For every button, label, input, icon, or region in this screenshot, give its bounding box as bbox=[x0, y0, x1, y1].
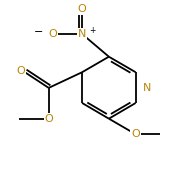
Text: −: − bbox=[34, 27, 44, 36]
Text: O: O bbox=[17, 66, 25, 76]
Text: O: O bbox=[44, 114, 53, 124]
Text: O: O bbox=[78, 5, 87, 14]
Text: N: N bbox=[78, 29, 86, 39]
Text: O: O bbox=[48, 29, 57, 39]
Text: O: O bbox=[131, 129, 140, 139]
Text: N: N bbox=[143, 83, 152, 93]
Text: +: + bbox=[89, 26, 96, 35]
